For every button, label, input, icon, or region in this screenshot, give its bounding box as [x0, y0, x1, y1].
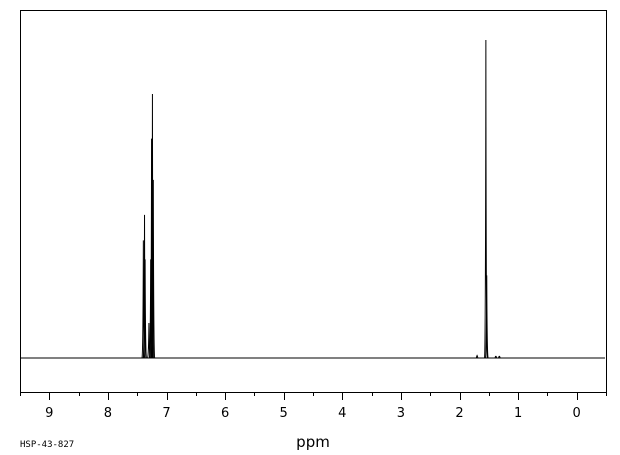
x-tick-label: 5	[280, 406, 288, 421]
x-tick-label: 4	[338, 406, 346, 421]
spectrum-peak	[143, 259, 148, 359]
x-tick-label: 2	[455, 406, 463, 421]
x-tick-label: 8	[104, 406, 112, 421]
x-tick-label: 3	[397, 406, 405, 421]
sample-id-label: HSP-43-827	[20, 440, 74, 450]
spectrum-peak	[498, 355, 501, 359]
plot-frame	[20, 10, 607, 393]
spectrum-peak	[484, 275, 489, 359]
spectrum-peak	[150, 94, 155, 359]
spectrum-peaks	[141, 39, 501, 359]
x-axis-tick-labels: 9 8 7 6 5 4 3 2 1 0	[45, 406, 581, 421]
x-tick-label: 0	[573, 406, 581, 421]
spectrum-peak	[475, 354, 479, 359]
x-axis-ticks	[20, 392, 607, 400]
x-tick-label: 9	[45, 406, 53, 421]
spectrum-peak	[494, 355, 498, 359]
spectrum-peak	[151, 179, 156, 359]
x-tick-label: 1	[514, 406, 522, 421]
x-axis-title: ppm	[296, 433, 330, 451]
x-tick-label: 7	[162, 406, 170, 421]
x-tick-label: 6	[221, 406, 229, 421]
